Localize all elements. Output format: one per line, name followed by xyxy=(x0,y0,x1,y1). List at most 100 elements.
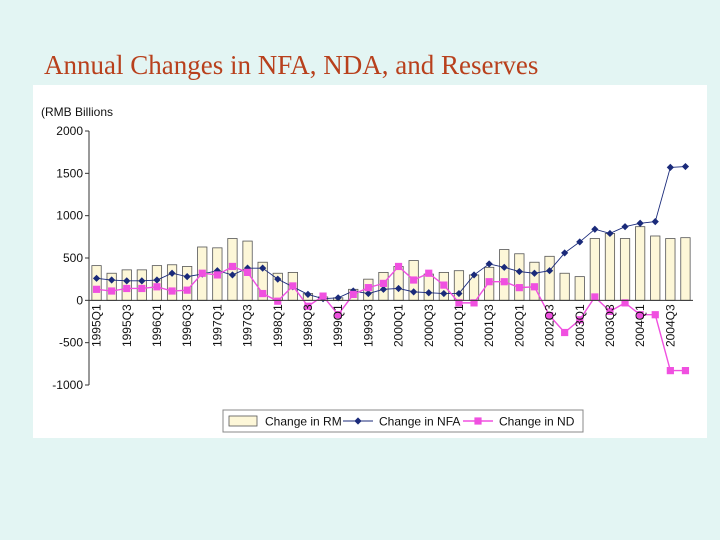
bar-change-in-rm xyxy=(529,261,540,301)
x-category-label: 1997Q1 xyxy=(210,304,224,347)
point-change-in-nd xyxy=(530,283,539,291)
bar-change-in-rm xyxy=(665,238,676,301)
point-change-in-nd xyxy=(394,262,403,271)
y-tick-label: 1500 xyxy=(56,166,83,180)
point-change-in-nd xyxy=(243,268,252,276)
point-change-in-nd xyxy=(379,279,388,287)
slide-title: Annual Changes in NFA, NDA, and Reserves xyxy=(44,50,539,80)
point-change-in-nfa xyxy=(92,274,101,282)
y-tick-label: 500 xyxy=(63,251,83,265)
x-category-label: 1999Q3 xyxy=(361,304,375,347)
bar-change-in-rm xyxy=(635,226,646,301)
point-change-in-nfa xyxy=(606,229,614,238)
x-category-label: 1997Q3 xyxy=(241,304,255,347)
point-change-in-nd xyxy=(621,299,629,307)
x-category-label: 2003Q3 xyxy=(603,304,617,347)
bar-change-in-rm xyxy=(574,276,585,301)
point-change-in-nd xyxy=(259,289,267,298)
point-change-in-nd xyxy=(123,284,131,293)
x-category-label: 1996Q1 xyxy=(150,304,164,347)
point-change-in-nd xyxy=(289,282,297,290)
series-line-change-in-nd xyxy=(96,265,686,372)
y-tick-label: 0 xyxy=(76,293,83,307)
point-change-in-nd xyxy=(168,287,176,295)
bar-change-in-rm xyxy=(514,253,525,301)
legend-box xyxy=(222,409,584,433)
point-change-in-nd xyxy=(485,278,493,286)
point-change-in-nd xyxy=(153,283,161,291)
bar-change-in-rm xyxy=(650,235,661,301)
point-change-in-nfa xyxy=(651,217,659,226)
x-category-label: 2003Q1 xyxy=(573,304,587,347)
point-change-in-nfa xyxy=(636,219,644,227)
point-change-in-nd xyxy=(591,293,599,301)
point-change-in-nfa xyxy=(576,238,584,246)
point-change-in-nd xyxy=(515,284,523,292)
x-category-label: 2001Q1 xyxy=(452,304,466,347)
series-line-change-in-nfa xyxy=(96,166,686,300)
y-tick-label: 1000 xyxy=(56,209,83,223)
x-category-label: 1999Q1 xyxy=(331,304,345,347)
bar-change-in-rm xyxy=(91,265,102,301)
point-change-in-nfa xyxy=(304,290,312,299)
point-change-in-nfa xyxy=(485,260,493,268)
point-change-in-nd xyxy=(636,311,644,319)
x-category-label: 2002Q1 xyxy=(512,304,526,347)
point-change-in-nd xyxy=(576,316,584,324)
point-change-in-nd xyxy=(274,297,282,305)
point-change-in-nfa xyxy=(591,225,599,233)
point-change-in-nd xyxy=(561,328,569,337)
x-category-label: 1995Q3 xyxy=(120,304,134,347)
legend-label: Change in ND xyxy=(499,415,575,429)
x-category-label: 1996Q3 xyxy=(180,304,194,347)
legend-swatch-rm xyxy=(228,415,258,427)
bar-change-in-rm xyxy=(589,238,600,301)
bar-change-in-rm xyxy=(499,249,510,301)
point-change-in-nfa xyxy=(440,289,448,298)
point-change-in-nd xyxy=(334,311,342,319)
point-change-in-nd xyxy=(138,284,146,293)
y-tick-label: 2000 xyxy=(56,124,83,138)
point-change-in-nfa xyxy=(410,288,418,296)
bar-change-in-rm xyxy=(423,273,434,301)
x-category-label: 2004Q3 xyxy=(663,304,677,347)
point-change-in-nd xyxy=(470,299,478,307)
point-change-in-nfa xyxy=(455,289,463,298)
point-change-in-nd xyxy=(500,278,508,286)
chart-panel: (RMB Billions 2000 1500 1000 500 0 -500 -1000 1… xyxy=(33,85,707,438)
point-change-in-nd xyxy=(681,367,690,375)
y-unit-label: (RMB Billions xyxy=(41,105,113,119)
chart-legend: Change in RM Change in NFA Change in ND xyxy=(222,409,584,433)
point-change-in-nd xyxy=(364,284,372,292)
legend-label: Change in RM xyxy=(265,415,342,429)
x-category-label: 2002Q3 xyxy=(543,304,557,347)
point-change-in-nd xyxy=(108,287,116,295)
point-change-in-nfa xyxy=(545,267,554,275)
point-change-in-nd xyxy=(440,281,448,289)
point-change-in-nd xyxy=(183,286,191,294)
x-category-label: 1998Q1 xyxy=(271,304,285,347)
point-change-in-nfa xyxy=(530,269,539,277)
y-tick-label: -500 xyxy=(59,336,83,350)
x-category-label: 1998Q3 xyxy=(301,304,315,347)
bar-change-in-rm xyxy=(604,233,616,301)
point-change-in-nd xyxy=(545,311,554,320)
legend-marker-nfa xyxy=(354,417,362,425)
legend-marker-nd xyxy=(474,417,482,425)
x-category-label: 2000Q1 xyxy=(392,304,406,347)
point-change-in-nfa xyxy=(138,277,146,285)
bar-change-in-rm xyxy=(680,237,691,301)
point-change-in-nfa xyxy=(334,294,342,302)
point-change-in-nfa xyxy=(515,267,523,276)
point-change-in-nd xyxy=(410,276,418,284)
bar-change-in-rm xyxy=(544,255,555,301)
bar-change-in-rm xyxy=(182,266,193,301)
point-change-in-nfa xyxy=(168,269,176,277)
x-category-label: 1995Q1 xyxy=(90,304,104,347)
bar-change-in-rm xyxy=(393,266,404,301)
point-change-in-nd xyxy=(455,299,463,307)
point-change-in-nd xyxy=(425,269,433,277)
point-change-in-nd xyxy=(213,271,221,279)
point-change-in-nd xyxy=(651,311,659,319)
point-change-in-nd xyxy=(304,302,312,310)
